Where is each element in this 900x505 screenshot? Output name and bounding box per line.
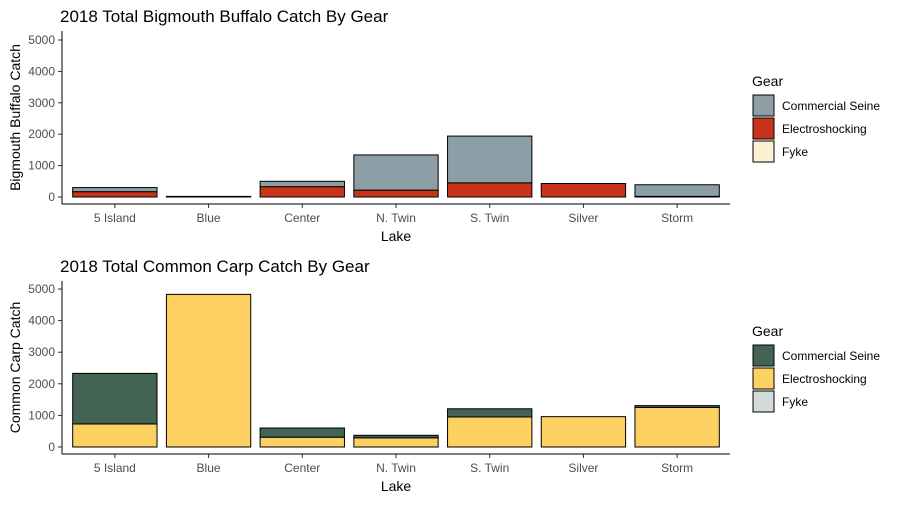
bar-commercial-seine: [353, 154, 439, 191]
legend-label: Fyke: [782, 145, 808, 159]
legend-swatch: [752, 367, 775, 390]
bar-electroshocking: [634, 407, 720, 448]
legend-swatch: [752, 390, 775, 413]
bar-commercial-seine: [634, 184, 720, 197]
legend-swatch: [752, 117, 775, 140]
bar-commercial-seine: [259, 427, 345, 438]
chart-panel-2: 2018 Total Common Carp Catch By Gear 0 100…: [7, 257, 880, 494]
legend-label: Electroshocking: [782, 122, 867, 136]
legend-label: Commercial Seine: [782, 99, 880, 113]
y-tick-label: 0: [48, 190, 55, 204]
y-axis-label: Bigmouth Buffalo Catch: [7, 44, 23, 191]
legend-swatch: [752, 140, 775, 163]
legend-label: Commercial Seine: [782, 349, 880, 363]
bar-electroshocking: [259, 436, 345, 448]
bar-commercial-seine: [259, 180, 345, 188]
bar-electroshocking: [165, 293, 252, 448]
bar-electroshocking: [447, 182, 533, 198]
x-tick-label: Storm: [661, 211, 693, 225]
x-axis-label: Lake: [381, 478, 412, 494]
bar-commercial-seine: [72, 187, 158, 193]
y-tick-label: 3000: [28, 96, 55, 110]
x-tick-label: N. Twin: [376, 211, 416, 225]
y-tick-label: 1000: [28, 159, 55, 173]
x-tick-label: Silver: [568, 211, 598, 225]
chart-title: 2018 Total Bigmouth Buffalo Catch By Gea…: [60, 7, 389, 26]
x-tick-label: Blue: [197, 461, 221, 475]
chart-panel-1: 2018 Total Bigmouth Buffalo Catch By Gea…: [7, 7, 880, 244]
x-tick-label: Blue: [197, 211, 221, 225]
y-tick-label: 3000: [28, 345, 55, 359]
x-tick-label: 5 Island: [94, 461, 136, 475]
x-tick-label: 5 Island: [94, 211, 136, 225]
x-axis-label: Lake: [381, 228, 412, 244]
legend-label: Electroshocking: [782, 372, 867, 386]
bar-commercial-seine: [72, 372, 158, 425]
chart-title: 2018 Total Common Carp Catch By Gear: [60, 257, 370, 276]
x-tick-label: S. Twin: [470, 211, 509, 225]
y-tick-label: 5000: [28, 282, 55, 296]
legend: Gear Commercial Seine Electroshocking Fyke: [752, 323, 880, 413]
legend-title: Gear: [752, 73, 783, 89]
y-tick-label: 5000: [28, 33, 55, 47]
legend-swatch: [752, 344, 775, 367]
bar-electroshocking: [259, 186, 345, 198]
bar-commercial-seine: [447, 408, 533, 418]
bar-commercial-seine: [353, 434, 439, 439]
legend-label: Fyke: [782, 395, 808, 409]
y-tick-label: 0: [48, 440, 55, 454]
x-tick-label: Center: [284, 211, 320, 225]
bar-electroshocking: [72, 423, 158, 448]
legend: Gear Commercial Seine Electroshocking Fyke: [752, 73, 880, 163]
legend-swatch: [752, 94, 775, 117]
y-tick-label: 1000: [28, 408, 55, 422]
y-axis-label: Common Carp Catch: [7, 302, 23, 434]
bar-commercial-seine: [165, 195, 252, 198]
x-tick-label: Center: [284, 461, 320, 475]
x-tick-label: S. Twin: [470, 461, 509, 475]
y-tick-label: 2000: [28, 127, 55, 141]
bar-commercial-seine: [634, 405, 720, 409]
bar-electroshocking: [447, 416, 533, 448]
bar-electroshocking: [540, 182, 627, 198]
bar-electroshocking: [353, 189, 439, 198]
y-tick-label: 4000: [28, 64, 55, 78]
x-tick-label: N. Twin: [376, 461, 416, 475]
bar-electroshocking: [540, 416, 627, 448]
legend-title: Gear: [752, 323, 783, 339]
y-tick-label: 4000: [28, 314, 55, 328]
y-tick-label: 2000: [28, 377, 55, 391]
bar-electroshocking: [72, 191, 158, 198]
x-tick-label: Storm: [661, 461, 693, 475]
bar-electroshocking: [353, 437, 439, 448]
bar-commercial-seine: [447, 135, 533, 184]
x-tick-label: Silver: [568, 461, 598, 475]
